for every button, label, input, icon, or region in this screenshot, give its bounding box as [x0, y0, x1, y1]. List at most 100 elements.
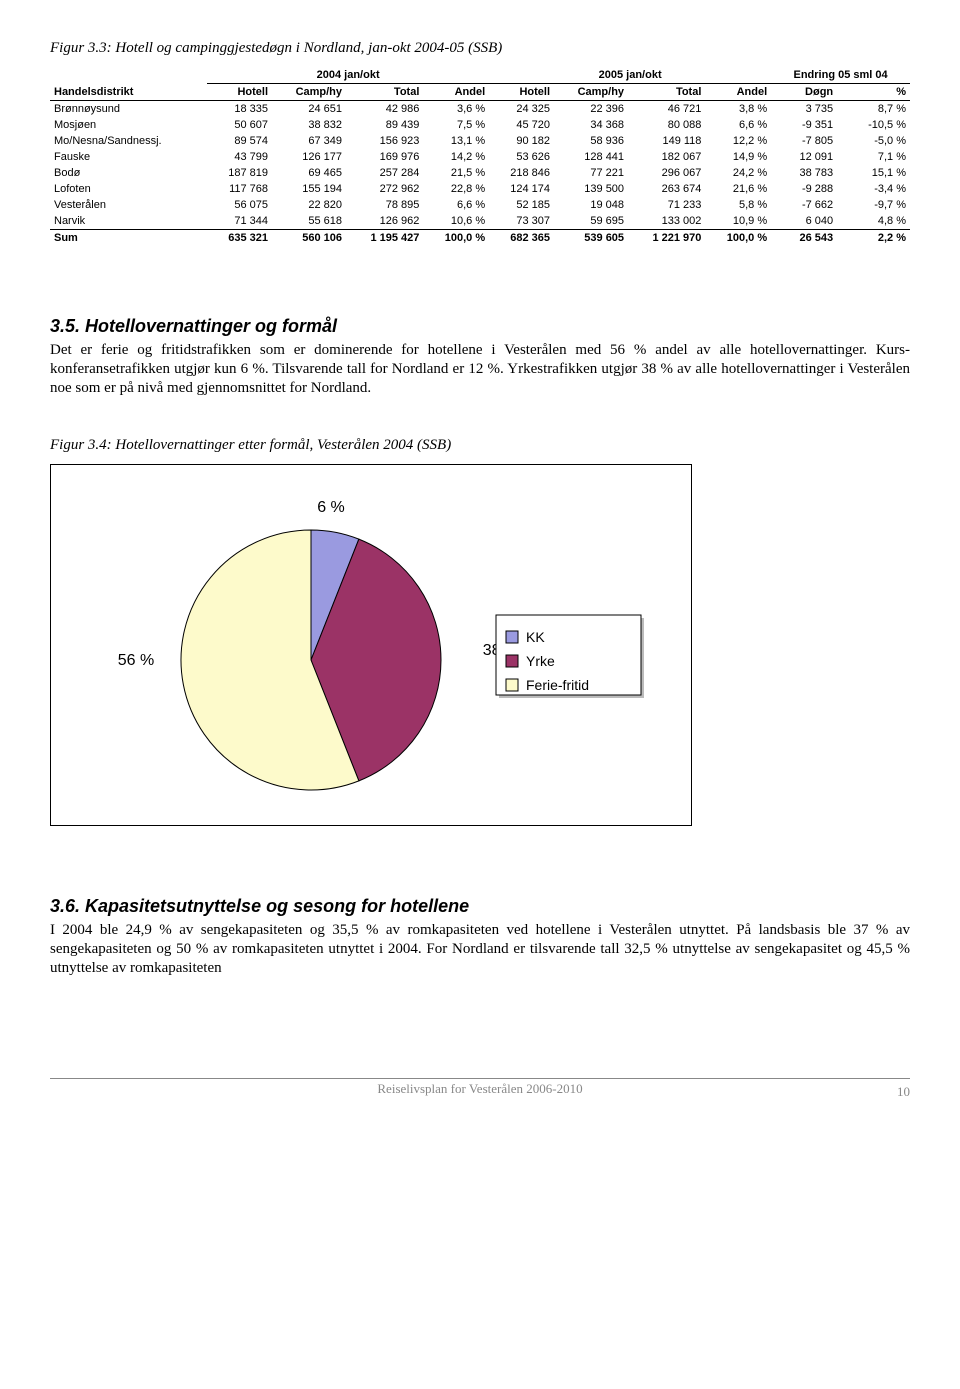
table-cell: 89 439 [346, 117, 423, 133]
table-cell: 10,9 % [705, 213, 771, 230]
legend-label: Yrke [526, 653, 555, 669]
table-cell: 182 067 [628, 149, 705, 165]
table-group-header-row: 2004 jan/okt2005 jan/oktEndring 05 sml 0… [50, 67, 910, 84]
table-cell: 12,2 % [705, 133, 771, 149]
table-group-header: Endring 05 sml 04 [771, 67, 910, 84]
table-cell: 89 574 [207, 133, 272, 149]
table-cell: 100,0 % [705, 230, 771, 247]
table-cell: Mosjøen [50, 117, 207, 133]
table-cell: 13,1 % [423, 133, 489, 149]
table-cell: 7,1 % [837, 149, 910, 165]
table-cell: 156 923 [346, 133, 423, 149]
table-cell: 22 820 [272, 197, 346, 213]
legend-swatch [506, 679, 518, 691]
table-cell: 169 976 [346, 149, 423, 165]
table-group-header: 2005 jan/okt [489, 67, 771, 84]
table-cell: -10,5 % [837, 117, 910, 133]
table-cell: 2,2 % [837, 230, 910, 247]
table-row: Fauske43 799126 177169 97614,2 %53 62612… [50, 149, 910, 165]
table-cell: 6,6 % [423, 197, 489, 213]
table-column-header: Hotell [489, 84, 554, 101]
table-cell: 22,8 % [423, 181, 489, 197]
table-cell: 69 465 [272, 165, 346, 181]
table-cell: 263 674 [628, 181, 705, 197]
table-cell: 77 221 [554, 165, 628, 181]
table-column-header-row: HandelsdistriktHotellCamp/hyTotalAndelHo… [50, 84, 910, 101]
table-cell: 5,8 % [705, 197, 771, 213]
table-cell: 257 284 [346, 165, 423, 181]
table-cell: 682 365 [489, 230, 554, 247]
table-cell: -3,4 % [837, 181, 910, 197]
table-cell: 19 048 [554, 197, 628, 213]
table-cell: 15,1 % [837, 165, 910, 181]
table-cell: 42 986 [346, 101, 423, 118]
table-cell: 45 720 [489, 117, 554, 133]
table-cell: -9 351 [771, 117, 837, 133]
section-3-6-heading: 3.6. Kapasitetsutnyttelse og sesong for … [50, 896, 910, 917]
table-cell: -9 288 [771, 181, 837, 197]
table-cell: 78 895 [346, 197, 423, 213]
table-cell: 3 735 [771, 101, 837, 118]
table-cell: 117 768 [207, 181, 272, 197]
table-cell: 296 067 [628, 165, 705, 181]
table-cell: 46 721 [628, 101, 705, 118]
table-row: Lofoten117 768155 194272 96222,8 %124 17… [50, 181, 910, 197]
table-cell: 100,0 % [423, 230, 489, 247]
table-cell: Brønnøysund [50, 101, 207, 118]
table-cell: 272 962 [346, 181, 423, 197]
table-cell: 8,7 % [837, 101, 910, 118]
table-cell: -5,0 % [837, 133, 910, 149]
table-cell: 560 106 [272, 230, 346, 247]
table-cell: Mo/Nesna/Sandnessj. [50, 133, 207, 149]
table-column-header: Døgn [771, 84, 837, 101]
legend-label: KK [526, 629, 545, 645]
table-row: Vesterålen56 07522 82078 8956,6 %52 1851… [50, 197, 910, 213]
table-cell: Narvik [50, 213, 207, 230]
pie-chart-container: 6 %38 %56 %KKYrkeFerie-fritid [50, 464, 692, 826]
pie-slice-label: 56 % [118, 652, 154, 669]
table-cell: 50 607 [207, 117, 272, 133]
table-column-header: Camp/hy [272, 84, 346, 101]
footer-page-number: 10 [897, 1084, 910, 1100]
table-column-header: Handelsdistrikt [50, 84, 207, 101]
table-cell: 539 605 [554, 230, 628, 247]
table-cell: 635 321 [207, 230, 272, 247]
table-column-header: Camp/hy [554, 84, 628, 101]
table-cell: 80 088 [628, 117, 705, 133]
pie-chart-svg: 6 %38 %56 %KKYrkeFerie-fritid [51, 465, 691, 825]
table-cell: 71 344 [207, 213, 272, 230]
table-cell: 14,9 % [705, 149, 771, 165]
page-footer: Reiselivsplan for Vesterålen 2006-2010 1… [50, 1078, 910, 1097]
table-cell: 34 368 [554, 117, 628, 133]
table-cell: 18 335 [207, 101, 272, 118]
table-row: Mosjøen50 60738 83289 4397,5 %45 72034 3… [50, 117, 910, 133]
table-column-header: % [837, 84, 910, 101]
table-cell: 218 846 [489, 165, 554, 181]
table-row: Mo/Nesna/Sandnessj.89 57467 349156 92313… [50, 133, 910, 149]
table-row: Brønnøysund18 33524 65142 9863,6 %24 325… [50, 101, 910, 118]
table-cell: 128 441 [554, 149, 628, 165]
legend-swatch [506, 655, 518, 667]
section-3-5-heading: 3.5. Hotellovernattinger og formål [50, 316, 910, 337]
table-cell: 90 182 [489, 133, 554, 149]
table-cell: -7 662 [771, 197, 837, 213]
table-cell: 10,6 % [423, 213, 489, 230]
table-group-header: 2004 jan/okt [207, 67, 489, 84]
table-cell: 14,2 % [423, 149, 489, 165]
table-cell: 124 174 [489, 181, 554, 197]
table-cell: 126 177 [272, 149, 346, 165]
table-cell: 38 783 [771, 165, 837, 181]
table-cell: Bodø [50, 165, 207, 181]
table-cell: -9,7 % [837, 197, 910, 213]
table-cell: 1 221 970 [628, 230, 705, 247]
table-cell: 73 307 [489, 213, 554, 230]
table-cell: 126 962 [346, 213, 423, 230]
table-cell: Lofoten [50, 181, 207, 197]
table-cell: 6,6 % [705, 117, 771, 133]
table-column-header: Hotell [207, 84, 272, 101]
table-group-header [50, 67, 207, 84]
table-cell: 26 543 [771, 230, 837, 247]
section-3-5-body: Det er ferie og fritidstrafikken som er … [50, 341, 910, 397]
table-cell: 3,8 % [705, 101, 771, 118]
section-3-6-body: I 2004 ble 24,9 % av sengekapasiteten og… [50, 921, 910, 977]
